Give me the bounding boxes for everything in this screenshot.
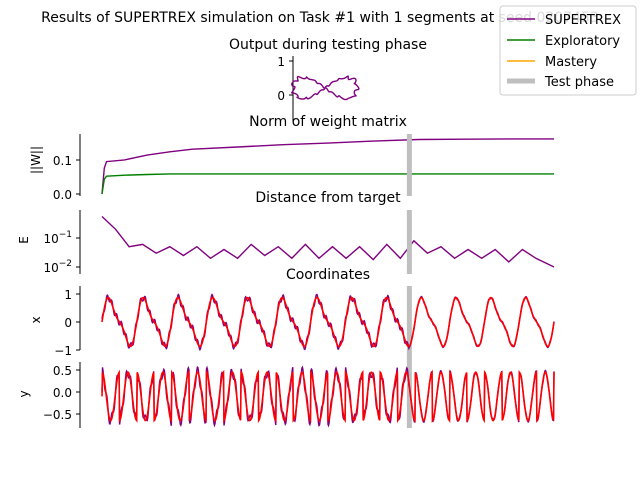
tick-y-00: 0.0 xyxy=(53,386,72,400)
ylabel-norm: ||W|| xyxy=(29,146,43,174)
tick-y-m05: −0.5 xyxy=(43,408,72,422)
tick-output-1: 1 xyxy=(277,55,285,69)
panel-title-norm: Norm of weight matrix xyxy=(249,114,407,130)
ylabel-y: y xyxy=(17,390,31,397)
series-distance-supertrex xyxy=(101,215,555,268)
ylabel-x: x xyxy=(29,316,43,323)
tick-x-0: 0 xyxy=(64,316,72,330)
tick-output-0: 0 xyxy=(277,89,285,103)
tick-norm-00: 0.0 xyxy=(53,188,72,202)
legend-label-exploratory: Exploratory xyxy=(545,34,620,49)
legend: SUPERTREX Exploratory Mastery Test phase xyxy=(499,5,637,96)
y-tick-labels: 1 0 0.1 0.0 10−1 10−2 1 0 −1 0.5 0.0 −0.… xyxy=(43,55,293,422)
series-norm-exploratory xyxy=(101,173,554,195)
series-x-target xyxy=(101,296,555,348)
legend-label-test-phase: Test phase xyxy=(544,75,614,90)
plot-lines xyxy=(101,75,555,428)
panel-title-coordinates: Coordinates xyxy=(286,267,370,283)
tick-e-2: 10−2 xyxy=(43,259,72,275)
figure-suptitle: Results of SUPERTREX simulation on Task … xyxy=(41,10,599,26)
tick-norm-01: 0.1 xyxy=(53,154,72,168)
series-y-target xyxy=(101,369,555,424)
tick-e-1: 10−1 xyxy=(43,230,72,246)
legend-box xyxy=(499,5,637,96)
panel-title-distance: Distance from target xyxy=(255,190,401,206)
series-output-butterfly xyxy=(290,75,360,101)
legend-label-supertrex: SUPERTREX xyxy=(545,13,621,28)
panel-title-output: Output during testing phase xyxy=(229,37,427,53)
ylabel-distance: E xyxy=(17,236,31,244)
tick-x-m1: −1 xyxy=(54,344,72,358)
tick-x-1: 1 xyxy=(64,288,72,302)
legend-label-mastery: Mastery xyxy=(545,55,597,70)
axes-spines xyxy=(79,56,294,428)
series-norm-supertrex xyxy=(101,138,554,195)
tick-y-05: 0.5 xyxy=(53,364,72,378)
